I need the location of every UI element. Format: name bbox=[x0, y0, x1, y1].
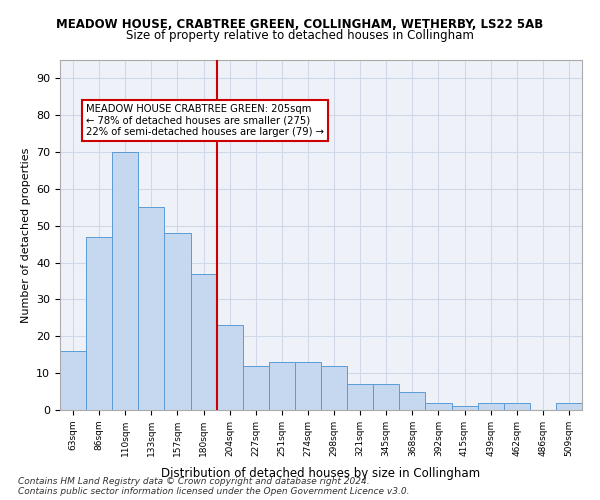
Bar bbox=[373, 384, 400, 410]
Bar bbox=[425, 402, 452, 410]
Bar bbox=[86, 237, 112, 410]
Text: MEADOW HOUSE, CRABTREE GREEN, COLLINGHAM, WETHERBY, LS22 5AB: MEADOW HOUSE, CRABTREE GREEN, COLLINGHAM… bbox=[56, 18, 544, 30]
Bar bbox=[347, 384, 373, 410]
Text: Size of property relative to detached houses in Collingham: Size of property relative to detached ho… bbox=[126, 29, 474, 42]
Bar bbox=[295, 362, 321, 410]
Bar bbox=[112, 152, 139, 410]
Bar bbox=[60, 351, 86, 410]
Bar bbox=[139, 208, 164, 410]
Bar bbox=[269, 362, 295, 410]
Bar bbox=[217, 326, 243, 410]
Text: Contains public sector information licensed under the Open Government Licence v3: Contains public sector information licen… bbox=[18, 488, 409, 496]
Bar bbox=[452, 406, 478, 410]
Bar bbox=[504, 402, 530, 410]
Bar bbox=[400, 392, 425, 410]
Bar bbox=[191, 274, 217, 410]
X-axis label: Distribution of detached houses by size in Collingham: Distribution of detached houses by size … bbox=[161, 467, 481, 480]
Text: Contains HM Land Registry data © Crown copyright and database right 2024.: Contains HM Land Registry data © Crown c… bbox=[18, 478, 370, 486]
Bar bbox=[164, 233, 191, 410]
Bar bbox=[478, 402, 504, 410]
Bar bbox=[556, 402, 582, 410]
Y-axis label: Number of detached properties: Number of detached properties bbox=[20, 148, 31, 322]
Bar bbox=[242, 366, 269, 410]
Bar bbox=[321, 366, 347, 410]
Text: MEADOW HOUSE CRABTREE GREEN: 205sqm
← 78% of detached houses are smaller (275)
2: MEADOW HOUSE CRABTREE GREEN: 205sqm ← 78… bbox=[86, 104, 324, 138]
